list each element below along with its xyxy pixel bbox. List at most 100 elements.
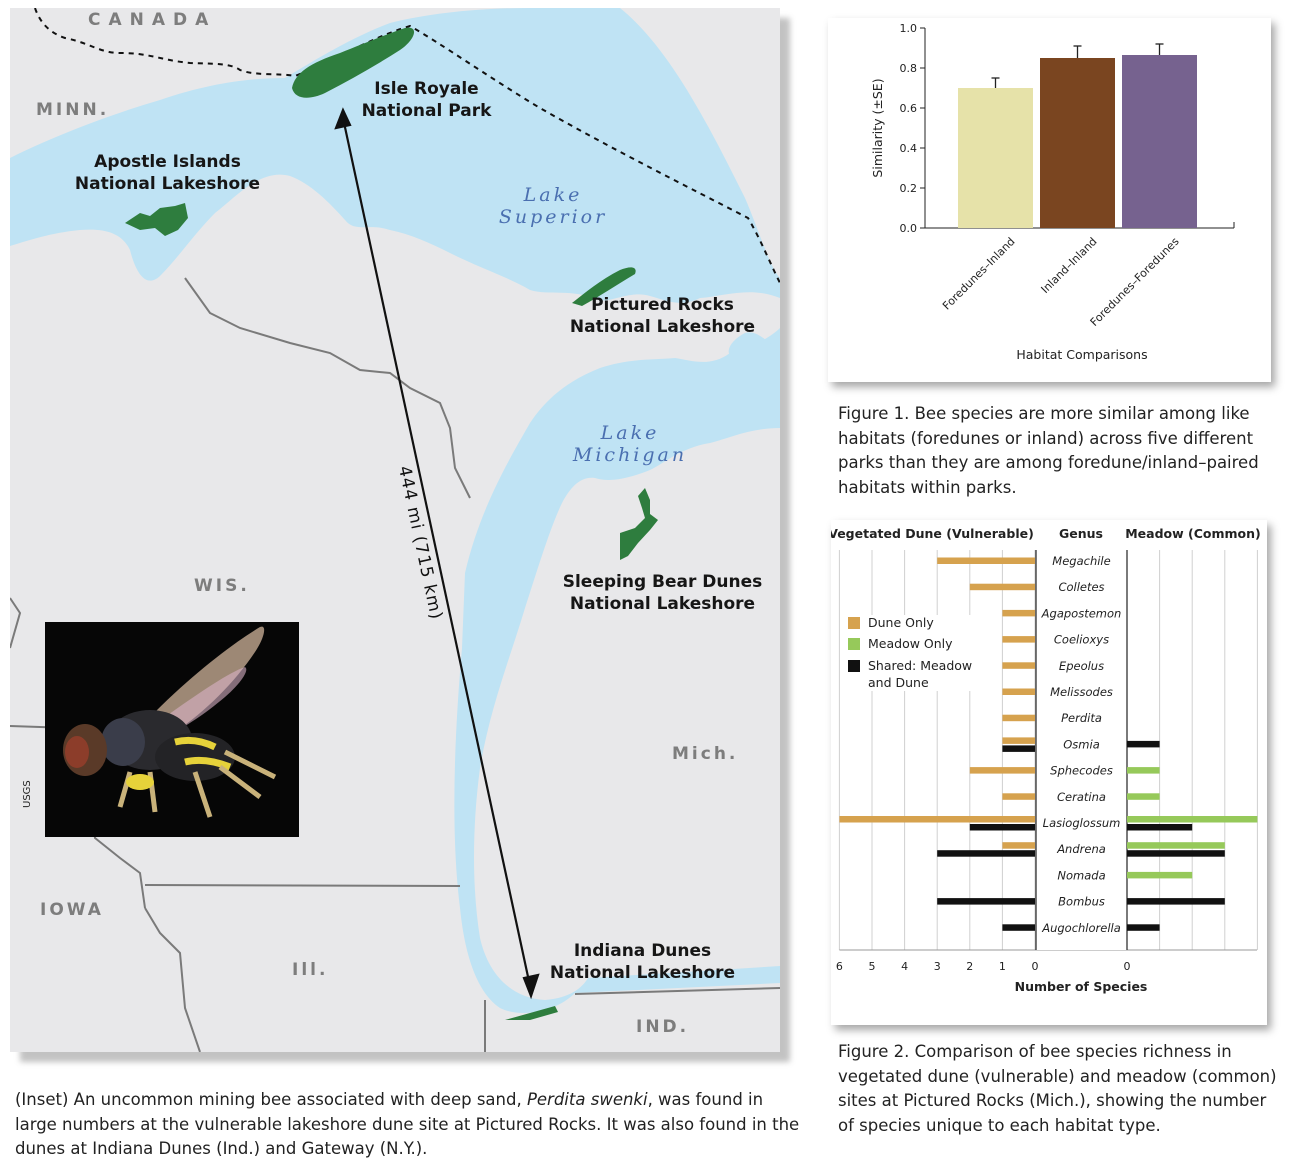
lake-label-michigan: Lake Michigan [572, 422, 688, 466]
genus-label: Melissodes [1050, 685, 1113, 699]
x-tick-label: Foredunes–Foredunes [1088, 235, 1182, 329]
bar-shared-meadow [1127, 850, 1225, 857]
bar-dune-only [969, 583, 1035, 591]
bar-dune-only [1002, 609, 1035, 617]
bar-2 [1122, 55, 1197, 228]
bar-dune-only [1002, 662, 1035, 669]
figure1-caption: Figure 1. Bee species are more similar a… [838, 404, 1259, 497]
bar-1 [1040, 58, 1115, 228]
great-lakes-map: CANADA MINN. WIS. IOWA Ill. IND. Mich. I… [10, 8, 780, 1052]
map-graphic [10, 8, 780, 1052]
canada-label: CANADA [88, 10, 217, 30]
x-tick-label-left: 0 [1032, 960, 1039, 973]
genus-column-bg [1036, 550, 1127, 950]
y-axis-title: Similarity (±SE) [870, 78, 885, 177]
state-label-ill: Ill. [292, 960, 329, 980]
photo-credit: USGS [22, 780, 33, 808]
park-label-indiana-dunes: Indiana Dunes National Lakeshore [549, 941, 736, 983]
y-tick-label: 0.4 [900, 142, 918, 155]
bar-dune-only [1002, 842, 1035, 849]
bar-dune-only [1002, 793, 1035, 800]
bar-dune-only [969, 767, 1035, 774]
bar-meadow-only [1127, 767, 1160, 774]
genus-label: Bombus [1058, 895, 1105, 909]
x-tick-label-left: 4 [901, 960, 908, 973]
genus-label: Nomada [1057, 868, 1105, 882]
state-label-ind: IND. [636, 1017, 690, 1037]
x-tick-label: Foredunes–Inland [940, 235, 1018, 313]
bar-dune-only [1002, 737, 1035, 744]
lake-michigan-water [454, 328, 780, 1013]
genus-label: Sphecodes [1050, 764, 1113, 778]
bar-shared-meadow [1127, 824, 1193, 831]
genus-label: Perdita [1061, 711, 1102, 725]
figure2-caption: Figure 2. Comparison of bee species rich… [838, 1042, 1277, 1135]
park-label-pictured-rocks: Pictured Rocks National Lakeshore [569, 295, 756, 337]
state-label-minn: MINN. [36, 100, 110, 120]
x-tick-label-left: 3 [934, 960, 941, 973]
x-tick-label-left: 1 [999, 960, 1006, 973]
state-label-iowa: IOWA [40, 900, 104, 920]
y-tick-label: 0.8 [900, 62, 918, 75]
distance-arrow [334, 107, 540, 1000]
genus-label: Osmia [1063, 737, 1100, 751]
bar-shared-dune [969, 824, 1035, 831]
x-tick-label-left: 5 [869, 960, 876, 973]
x-tick-label-left: 6 [836, 960, 843, 973]
x-axis-title: Number of Species [1015, 979, 1148, 994]
figure1-panel: 0.0 0.2 0.4 0.6 0.8 1.0 Similarity (±SE) Foredu… [828, 18, 1271, 382]
bar-dune-only [839, 816, 1035, 823]
bar-meadow-only [1127, 871, 1193, 879]
figure2-panel: Vegetated Dune (Vulnerable) Genus Meadow (… [828, 520, 1267, 1025]
lake-label-superior: Lake Superior [498, 184, 608, 228]
genus-label: Colletes [1058, 580, 1104, 594]
legend-item-shared: Shared: Meadow and Dune [848, 657, 996, 691]
bar-dune-only [1002, 714, 1035, 722]
bar-shared-meadow [1127, 924, 1160, 931]
figure1-chart: 0.0 0.2 0.4 0.6 0.8 1.0 Similarity (±SE) Foredu… [870, 22, 1235, 362]
bar-shared-meadow [1127, 898, 1225, 905]
x-axis-title: Habitat Comparisons [1016, 347, 1147, 362]
bar-dune-only [1002, 688, 1035, 695]
state-label-mich: Mich. [672, 744, 739, 764]
header-dune: Vegetated Dune (Vulnerable) [831, 526, 1034, 541]
bee-illustration [63, 626, 277, 818]
bar-meadow-only [1127, 842, 1225, 849]
genus-label: Andrena [1056, 842, 1106, 856]
header-genus: Genus [1059, 526, 1103, 541]
genus-label: Lasioglossum [1043, 816, 1121, 830]
national-park-areas [125, 27, 658, 1020]
park-label-isle-royale: Isle Royale National Park [361, 79, 492, 121]
state-borders [10, 277, 780, 1052]
y-tick-label: 0.0 [900, 222, 918, 235]
genus-label: Ceratina [1057, 790, 1106, 804]
legend-item-meadow-only: Meadow Only [848, 636, 996, 651]
y-tick-label: 0.6 [900, 102, 918, 115]
bar-shared-dune [937, 850, 1035, 857]
park-label-apostle-islands: Apostle Islands National Lakeshore [74, 152, 261, 194]
bar-shared-dune [1002, 924, 1035, 931]
legend-swatch-shared [848, 660, 860, 672]
x-tick-label-left: 2 [966, 960, 973, 973]
genus-label: Epeolus [1059, 659, 1104, 673]
figure2-chart: Vegetated Dune (Vulnerable) Genus Meadow (… [828, 526, 1261, 994]
legend-item-dune-only: Dune Only [848, 615, 996, 630]
bar-0 [958, 88, 1033, 228]
park-label-sleeping-bear: Sleeping Bear Dunes National Lakeshore [562, 572, 763, 614]
x-tick-label: Inland–Inland [1039, 235, 1100, 296]
bar-shared-dune [937, 898, 1035, 905]
state-label-wis: WIS. [194, 576, 250, 596]
figure2-legend: Dune Only Meadow Only Shared: Meadow and… [848, 615, 996, 691]
header-meadow: Meadow (Common) [1125, 526, 1261, 541]
lake-huron-water [728, 332, 780, 358]
bar-dune-only [937, 557, 1035, 564]
bee-inset-photo [45, 622, 299, 837]
legend-swatch-meadow-only [848, 637, 860, 650]
bar-dune-only [1002, 636, 1035, 643]
lake-superior-water [10, 8, 780, 303]
bar-shared-meadow [1127, 740, 1160, 748]
inset-caption: (Inset) An uncommon mining bee associate… [15, 1090, 800, 1158]
legend-swatch-dune-only [848, 616, 860, 629]
bar-meadow-only [1127, 793, 1160, 800]
x-tick-label-right: 0 [1124, 960, 1131, 973]
